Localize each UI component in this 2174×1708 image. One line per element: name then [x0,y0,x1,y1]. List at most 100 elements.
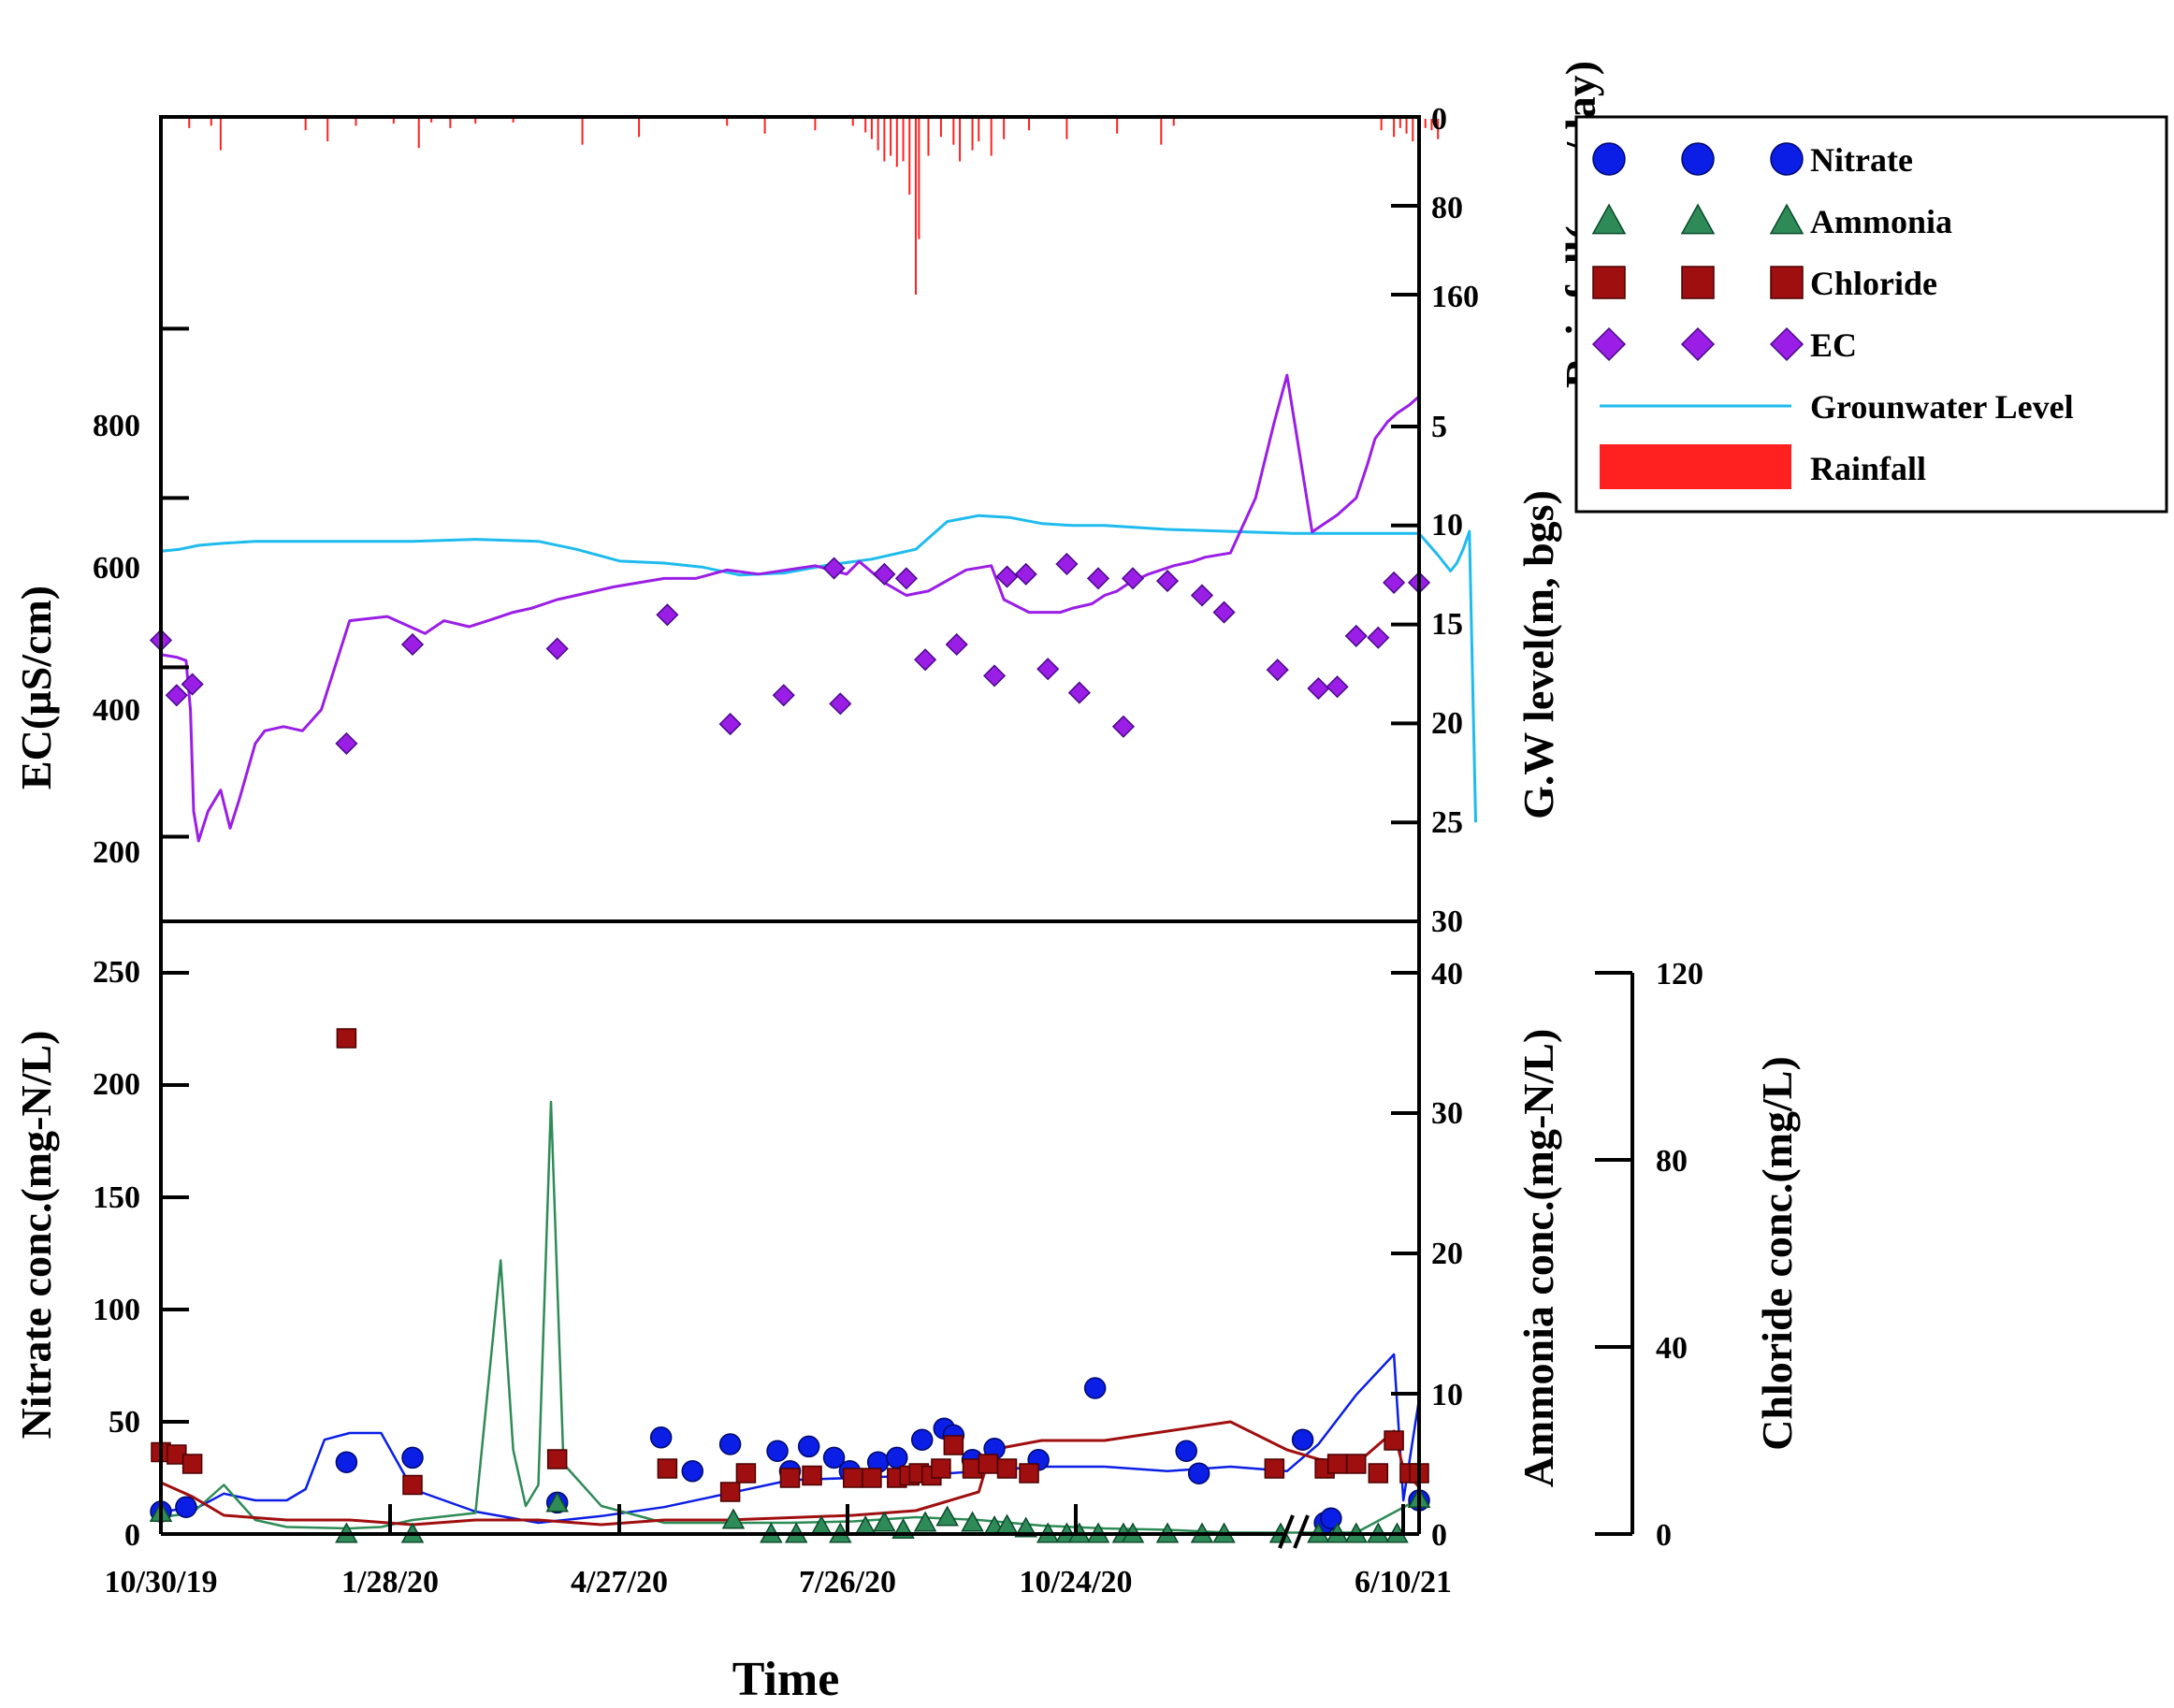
ammonia-sample-point [995,1513,1019,1535]
nitrate-sample-point [335,1451,358,1473]
ammonia-tick-label: 40 [1431,957,1463,992]
ec-sample-point [1036,658,1060,681]
nitrate-sample-point [681,1460,704,1483]
ec-sample-point [1383,571,1406,594]
ec-tick-label: 600 [93,551,140,586]
chloride-sample-point [1368,1463,1389,1484]
ec-sample-point [822,557,846,580]
x-tick-label: 1/28/20 [341,1565,439,1599]
ammonia-sample-point [913,1511,937,1532]
ec-sample-point [165,684,188,707]
legend-ec-icon [1591,326,1627,362]
legend-ec-icon [1680,326,1716,362]
nitrate-sample-point [649,1426,673,1449]
chloride-sample-point [843,1468,863,1488]
nitrate-sample-point [766,1440,789,1462]
chloride-sample-point [336,1028,357,1049]
ec-sample-point [829,692,852,716]
chloride-tick-label: 0 [1656,1518,1672,1553]
data-markers [149,552,1431,1543]
legend-chloride-icon [1592,266,1626,299]
chloride-sample-point [862,1468,882,1488]
ec-sample-point [656,603,679,627]
chloride-sample-point [1019,1463,1039,1484]
ec-axis-title: EC(µS/cm) [12,586,60,789]
legend-icons [1591,142,1804,489]
nitrate-sample-point [718,1433,742,1455]
ec-sample-point [1055,552,1079,576]
ammonia-sample-point [961,1511,984,1532]
nitrate-tick-label: 100 [93,1293,140,1327]
ec-sample-point [545,637,569,660]
ec-sample-point [1121,567,1145,590]
ammonia-sample-point [873,1511,896,1532]
legend-ammonia-icon [1591,203,1627,235]
chloride-sample-point [181,1454,203,1474]
ec-sample-point [1344,624,1368,647]
chloride-sample-point [931,1458,951,1479]
ammonia-sample-point [721,1508,746,1529]
top-panel-lines [160,373,1477,843]
x-tick-label: 4/27/20 [571,1565,668,1599]
chloride-sample-point [802,1465,822,1486]
ec-sample-point [335,731,358,755]
nitrate-line [160,1353,1421,1525]
nitrate-sample-point [910,1428,934,1451]
chloride-sample-point [996,1458,1018,1479]
ec-sample-point [1266,659,1289,682]
nitrate-sample-point [822,1446,846,1469]
nitrate-sample-point [797,1435,820,1458]
ammonia-sample-point [545,1491,569,1513]
chloride-sample-point [1326,1454,1348,1474]
legend: Nitrate Ammonia Chloride EC Grounwater L… [1574,115,2168,514]
chloride-tick-label: 40 [1656,1331,1688,1366]
nitrate-tick-label: 200 [93,1067,140,1102]
gw-tick-label: 15 [1431,607,1463,642]
legend-chloride-icon [1770,266,1804,299]
ammonia-tick-label: 20 [1431,1237,1463,1271]
ec-tick-label: 200 [93,835,140,870]
legend-rainfall-icon [1600,444,1791,489]
nitrate-tick-label: 250 [93,955,140,990]
ec-tick-label: 800 [93,409,140,443]
legend-chloride-icon [1681,266,1715,299]
chloride-sample-point [978,1454,999,1474]
ammonia-axis-title: Ammonia conc.(mg-N/L) [1515,1029,1562,1488]
ec-sample-point [894,567,918,590]
x-tick-label: 6/10/21 [1355,1565,1452,1599]
legend-ec-icon [1769,326,1804,362]
ec-sample-point [181,673,204,696]
top-panel-frame [159,115,1421,923]
ec-sample-point [1190,584,1214,607]
gw-tick-label: 5 [1431,410,1447,444]
ec-sample-point [400,632,425,657]
ec-sample-point [772,684,795,707]
ec-sample-point [914,648,937,672]
legend-label-nitrate: Nitrate [1810,141,1913,179]
chloride-sample-point [1384,1430,1404,1451]
axis-ticks [159,115,1632,1536]
legend-label-groundwater: Grounwater Level [1810,388,2074,426]
legend-nitrate-icon [1592,142,1626,176]
legend-label-ec: EC [1810,326,1857,364]
legend-nitrate-icon [1770,142,1804,176]
chloride-sample-point [657,1458,678,1479]
gw-tick-label: 20 [1431,706,1463,741]
ammonia-sample-point [1014,1516,1037,1538]
legend-label-chloride: Chloride [1810,265,1937,302]
chloride-sample-point [735,1463,757,1484]
ec-sample-point [983,664,1007,688]
legend-label-ammonia: Ammonia [1810,203,1952,240]
ammonia-tick-label: 0 [1431,1518,1447,1553]
chloride-sample-point [779,1468,801,1488]
x-axis-title: Time [732,1653,840,1706]
nitrate-tick-label: 150 [93,1180,140,1215]
ec-sample-point [718,713,742,736]
chloride-sample-point [943,1435,964,1455]
chloride-sample-point [402,1474,423,1496]
ec-sample-point [1014,562,1037,586]
rain-tick-label: 80 [1431,191,1463,225]
ec-sample-point [1086,567,1110,590]
ec-tick-label: 400 [93,693,140,728]
